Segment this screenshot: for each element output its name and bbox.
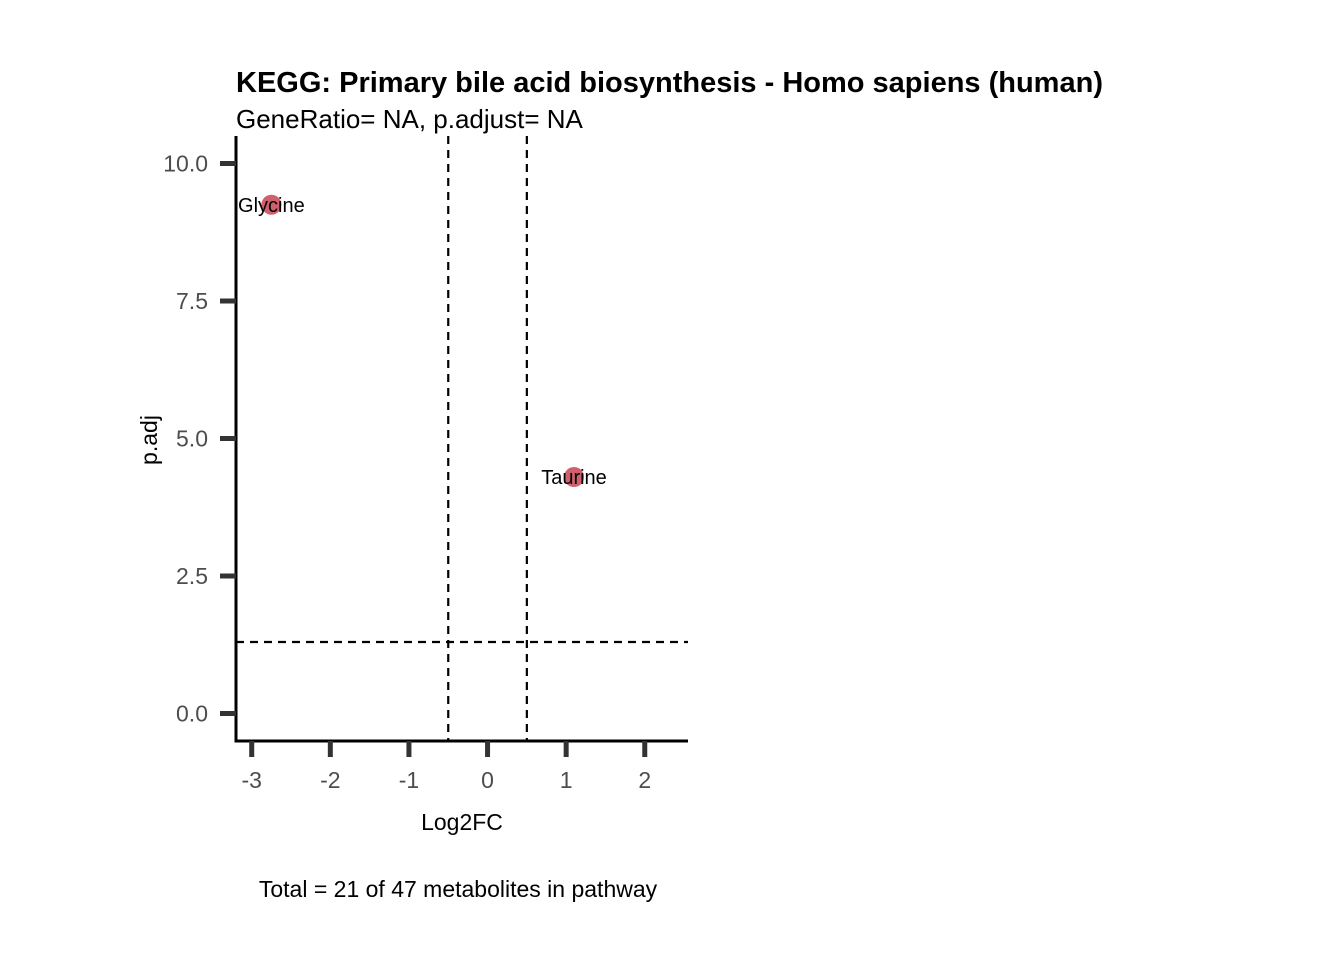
data-point <box>261 194 282 215</box>
x-tick-label: -3 <box>241 767 261 793</box>
data-points: Glycine Taurine <box>238 194 607 489</box>
x-axis-title: Log2FC <box>421 809 503 835</box>
y-tick-label: 7.5 <box>176 288 208 314</box>
y-axis-title: p.adj <box>136 415 162 465</box>
x-tick-label: -1 <box>399 767 419 793</box>
threshold-lines <box>236 136 688 741</box>
chart-subtitle: GeneRatio= NA, p.adjust= NA <box>236 104 584 134</box>
x-tick-label: 1 <box>560 767 573 793</box>
chart-title: KEGG: Primary bile acid biosynthesis - H… <box>236 67 1103 99</box>
chart-caption: Total = 21 of 47 metabolites in pathway <box>259 876 658 902</box>
axes <box>234 136 688 743</box>
x-tick-label: 0 <box>481 767 494 793</box>
ticks: -3 -2 -1 0 1 2 0.0 2.5 5.0 7.5 10.0 <box>163 151 651 794</box>
data-point <box>564 467 585 487</box>
data-point-label: Taurine <box>541 467 607 489</box>
y-tick-label: 2.5 <box>176 563 208 589</box>
y-tick-label: 0.0 <box>176 701 208 727</box>
data-point-label: Glycine <box>238 195 305 217</box>
y-tick-label: 5.0 <box>176 426 208 452</box>
x-tick-label: -2 <box>320 767 340 793</box>
y-tick-label: 10.0 <box>163 151 208 177</box>
x-tick-label: 2 <box>638 767 651 793</box>
